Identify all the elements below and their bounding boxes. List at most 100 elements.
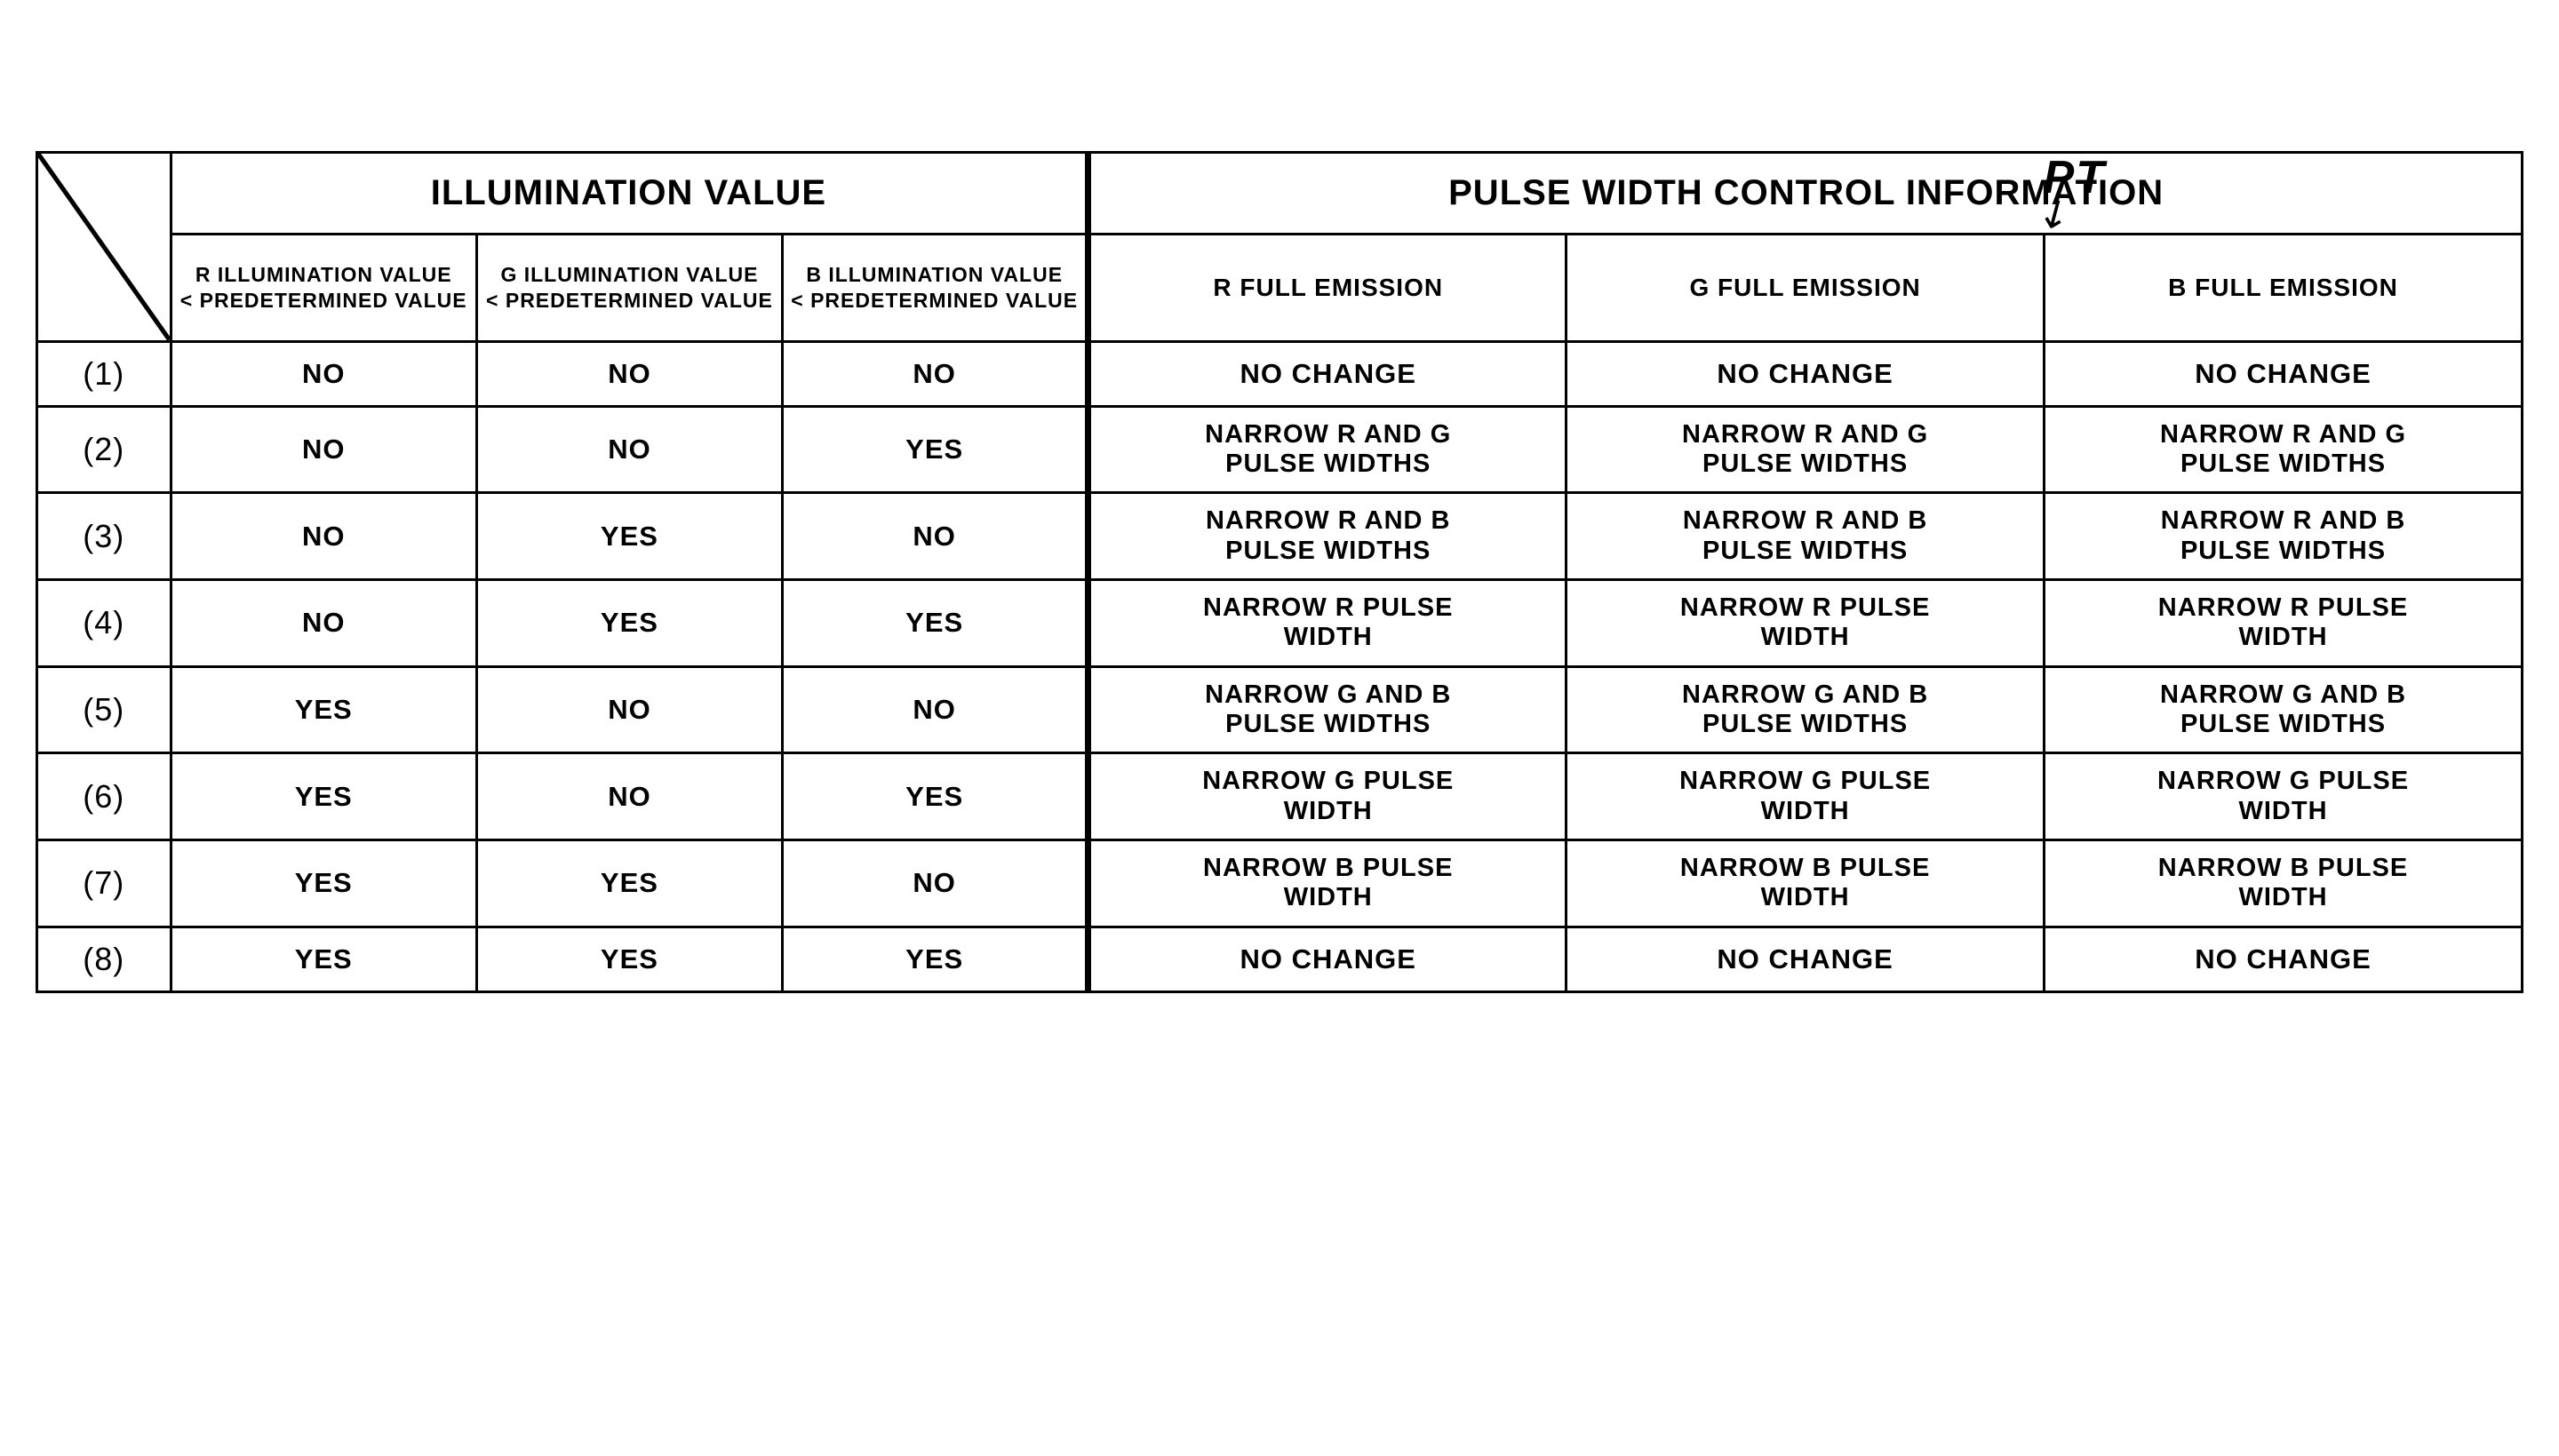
col-r-illum-l2: < PREDETERMINED VALUE — [180, 289, 467, 312]
row-index: (4) — [37, 579, 171, 666]
cell-b-pulse: NARROW G PULSEWIDTH — [2045, 753, 2523, 840]
cell-b-pulse: NARROW R AND GPULSE WIDTHS — [2045, 406, 2523, 493]
cell-b-illum: NO — [783, 493, 1088, 580]
cell-b-pulse-l1: NARROW R AND B — [2161, 506, 2406, 535]
cell-r-pulse: NARROW G PULSEWIDTH — [1088, 753, 1566, 840]
cell-b-pulse-l1: NARROW R PULSE — [2158, 593, 2408, 622]
cell-b-illum: NO — [783, 666, 1088, 753]
cell-r-pulse-l2: WIDTH — [1284, 883, 1373, 911]
cell-b-pulse-l1: NARROW G PULSE — [2157, 767, 2409, 795]
col-r-illum-l1: R ILLUMINATION VALUE — [195, 263, 452, 286]
cell-r-pulse: NARROW R AND BPULSE WIDTHS — [1088, 493, 1566, 580]
col-g-illum-l1: G ILLUMINATION VALUE — [500, 263, 758, 286]
cell-r-pulse-l2: PULSE WIDTHS — [1225, 710, 1431, 738]
row-index: (2) — [37, 406, 171, 493]
cell-r-illum: NO — [171, 493, 476, 580]
col-b-illum: B ILLUMINATION VALUE < PREDETERMINED VAL… — [783, 235, 1088, 342]
cell-g-illum: YES — [476, 927, 782, 991]
cell-r-pulse: NARROW R PULSEWIDTH — [1088, 579, 1566, 666]
cell-g-pulse-l1: NARROW G PULSE — [1679, 767, 1931, 795]
table-row: (2)NONOYESNARROW R AND GPULSE WIDTHSNARR… — [37, 406, 2523, 493]
table-row: (1)NONONONO CHANGENO CHANGENO CHANGE — [37, 341, 2523, 406]
col-r-full: R FULL EMISSION — [1088, 235, 1566, 342]
cell-g-pulse: NO CHANGE — [1566, 341, 2045, 406]
cell-g-illum: NO — [476, 753, 782, 840]
cell-g-pulse: NARROW R AND GPULSE WIDTHS — [1566, 406, 2045, 493]
cell-r-pulse-l1: NARROW G AND B — [1205, 680, 1451, 709]
col-g-illum: G ILLUMINATION VALUE < PREDETERMINED VAL… — [476, 235, 782, 342]
table-row: (3)NOYESNONARROW R AND BPULSE WIDTHSNARR… — [37, 493, 2523, 580]
cell-b-pulse-l2: PULSE WIDTHS — [2180, 537, 2386, 565]
cell-b-illum: NO — [783, 839, 1088, 927]
table-row: (5)YESNONONARROW G AND BPULSE WIDTHSNARR… — [37, 666, 2523, 753]
cell-g-pulse-l2: WIDTH — [1761, 623, 1850, 651]
diagonal-icon — [38, 154, 170, 340]
table-header-row-1: ILLUMINATION VALUE PULSE WIDTH CONTROL I… — [37, 153, 2523, 235]
cell-b-pulse-l2: WIDTH — [2239, 797, 2328, 825]
cell-b-pulse-l2: PULSE WIDTHS — [2180, 450, 2386, 478]
cell-b-pulse: NO CHANGE — [2045, 927, 2523, 991]
cell-r-pulse-l2: PULSE WIDTHS — [1225, 537, 1431, 565]
cell-g-pulse-l1: NARROW G AND B — [1682, 680, 1928, 709]
col-g-illum-l2: < PREDETERMINED VALUE — [486, 289, 773, 312]
leader-arrow-icon: ↙ — [2037, 198, 2073, 228]
row-index: (3) — [37, 493, 171, 580]
cell-g-pulse: NARROW G PULSEWIDTH — [1566, 753, 2045, 840]
cell-g-pulse-l1: NARROW B PULSE — [1680, 854, 1930, 882]
row-index: (5) — [37, 666, 171, 753]
cell-g-pulse-l2: WIDTH — [1761, 883, 1850, 911]
cell-r-pulse-l1: NARROW R AND B — [1206, 506, 1451, 535]
row-index: (8) — [37, 927, 171, 991]
row-index: (6) — [37, 753, 171, 840]
cell-b-illum: YES — [783, 579, 1088, 666]
cell-g-pulse: NARROW R AND BPULSE WIDTHS — [1566, 493, 2045, 580]
col-b-illum-l1: B ILLUMINATION VALUE — [806, 263, 1063, 286]
row-index: (1) — [37, 341, 171, 406]
cell-b-pulse-l2: WIDTH — [2239, 883, 2328, 911]
cell-g-pulse: NARROW B PULSEWIDTH — [1566, 839, 2045, 927]
cell-r-illum: NO — [171, 341, 476, 406]
cell-g-pulse-l2: PULSE WIDTHS — [1702, 537, 1908, 565]
cell-g-pulse-l2: PULSE WIDTHS — [1702, 450, 1908, 478]
cell-b-pulse-l2: PULSE WIDTHS — [2180, 710, 2386, 738]
cell-r-pulse: NARROW R AND GPULSE WIDTHS — [1088, 406, 1566, 493]
cell-b-pulse: NARROW G AND BPULSE WIDTHS — [2045, 666, 2523, 753]
cell-g-pulse-l1: NARROW R AND B — [1683, 506, 1928, 535]
cell-r-pulse: NO CHANGE — [1088, 927, 1566, 991]
cell-b-illum: YES — [783, 927, 1088, 991]
cell-g-pulse: NARROW G AND BPULSE WIDTHS — [1566, 666, 2045, 753]
table-row: (7)YESYESNONARROW B PULSEWIDTHNARROW B P… — [37, 839, 2523, 927]
col-g-full: G FULL EMISSION — [1566, 235, 2045, 342]
cell-g-pulse-l1: NARROW R AND G — [1682, 420, 1928, 449]
cell-r-illum: YES — [171, 839, 476, 927]
cell-g-pulse-l2: WIDTH — [1761, 797, 1850, 825]
cell-b-pulse-l2: WIDTH — [2239, 623, 2328, 651]
cell-r-illum: NO — [171, 406, 476, 493]
cell-g-illum: NO — [476, 666, 782, 753]
cell-r-illum: YES — [171, 666, 476, 753]
cell-b-pulse-l1: NARROW R AND G — [2160, 420, 2406, 449]
cell-r-pulse: NO CHANGE — [1088, 341, 1566, 406]
cell-g-illum: YES — [476, 493, 782, 580]
cell-g-pulse: NARROW R PULSEWIDTH — [1566, 579, 2045, 666]
cell-r-pulse-l2: WIDTH — [1284, 623, 1373, 651]
table-row: (4)NOYESYESNARROW R PULSEWIDTHNARROW R P… — [37, 579, 2523, 666]
cell-g-pulse: NO CHANGE — [1566, 927, 2045, 991]
cell-r-pulse-l2: PULSE WIDTHS — [1225, 450, 1431, 478]
cell-r-pulse: NARROW B PULSEWIDTH — [1088, 839, 1566, 927]
col-b-illum-l2: < PREDETERMINED VALUE — [791, 289, 1078, 312]
pt-callout: PT ↙ — [2044, 151, 2106, 229]
cell-b-pulse: NARROW B PULSEWIDTH — [2045, 839, 2523, 927]
cell-r-pulse-l2: WIDTH — [1284, 797, 1373, 825]
cell-b-pulse: NO CHANGE — [2045, 341, 2523, 406]
cell-r-pulse-l1: NARROW R AND G — [1205, 420, 1451, 449]
table-row: (8)YESYESYESNO CHANGENO CHANGENO CHANGE — [37, 927, 2523, 991]
cell-b-illum: YES — [783, 406, 1088, 493]
cell-g-illum: NO — [476, 341, 782, 406]
cell-g-illum: YES — [476, 579, 782, 666]
cell-b-illum: YES — [783, 753, 1088, 840]
cell-b-pulse: NARROW R PULSEWIDTH — [2045, 579, 2523, 666]
col-group-pulse: PULSE WIDTH CONTROL INFORMATION — [1088, 153, 2523, 235]
table-header-row-2: R ILLUMINATION VALUE < PREDETERMINED VAL… — [37, 235, 2523, 342]
cell-b-pulse-l1: NARROW B PULSE — [2158, 854, 2408, 882]
